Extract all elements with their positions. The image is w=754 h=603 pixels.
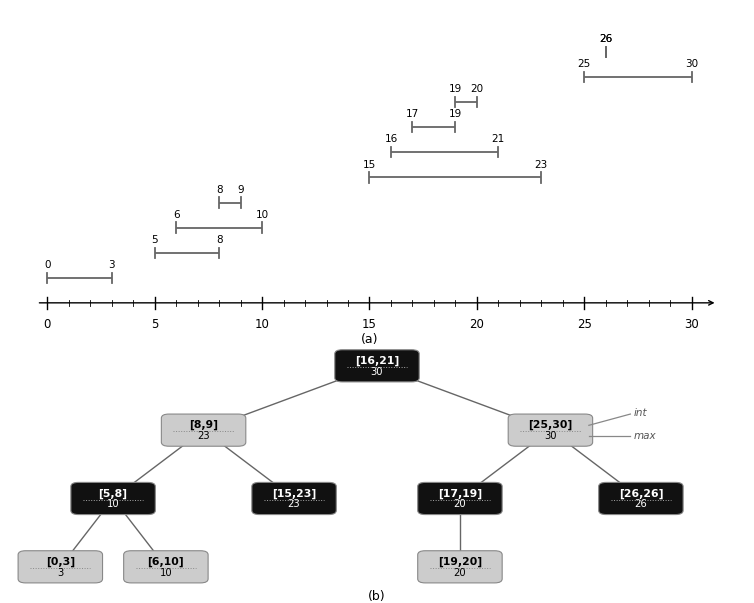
Text: 16: 16 (385, 134, 397, 145)
Text: [8,9]: [8,9] (189, 420, 218, 431)
Text: [15,23]: [15,23] (272, 488, 316, 499)
FancyBboxPatch shape (18, 551, 103, 583)
FancyBboxPatch shape (161, 414, 246, 446)
Text: 6: 6 (173, 210, 179, 219)
Text: 5: 5 (152, 235, 158, 245)
Text: 10: 10 (160, 567, 172, 578)
Text: 21: 21 (492, 134, 505, 145)
Text: 20: 20 (454, 567, 466, 578)
Text: [17,19]: [17,19] (438, 488, 482, 499)
Text: [25,30]: [25,30] (529, 420, 572, 431)
Text: (b): (b) (368, 590, 386, 603)
Text: 20: 20 (454, 499, 466, 510)
Text: 30: 30 (685, 59, 698, 69)
Text: 20: 20 (470, 84, 483, 94)
Text: 25: 25 (577, 318, 592, 331)
Text: 23: 23 (198, 431, 210, 441)
Text: 10: 10 (107, 499, 119, 510)
FancyBboxPatch shape (418, 482, 502, 514)
Text: 15: 15 (363, 160, 376, 169)
Text: 19: 19 (449, 84, 462, 94)
Text: [5,8]: [5,8] (99, 488, 127, 499)
FancyBboxPatch shape (508, 414, 593, 446)
FancyBboxPatch shape (71, 482, 155, 514)
FancyBboxPatch shape (418, 551, 502, 583)
Text: 19: 19 (449, 109, 462, 119)
Text: 3: 3 (109, 260, 115, 270)
Text: int: int (634, 408, 648, 418)
Text: [16,21]: [16,21] (355, 356, 399, 366)
Text: 8: 8 (216, 235, 222, 245)
Text: 0: 0 (44, 260, 51, 270)
Text: 0: 0 (44, 318, 51, 331)
Text: 23: 23 (288, 499, 300, 510)
FancyBboxPatch shape (252, 482, 336, 514)
Text: [6,10]: [6,10] (148, 557, 184, 567)
Text: 17: 17 (406, 109, 419, 119)
Text: max: max (634, 431, 657, 441)
Text: 8: 8 (216, 185, 222, 195)
Text: 25: 25 (578, 59, 591, 69)
FancyBboxPatch shape (335, 350, 419, 382)
Text: 20: 20 (470, 318, 484, 331)
Text: [0,3]: [0,3] (46, 557, 75, 567)
Text: [19,20]: [19,20] (438, 557, 482, 567)
Text: 26: 26 (599, 34, 612, 44)
Text: 9: 9 (238, 185, 244, 195)
Text: 26: 26 (599, 34, 612, 44)
Text: 30: 30 (544, 431, 556, 441)
Text: 3: 3 (57, 567, 63, 578)
Text: 5: 5 (151, 318, 158, 331)
Text: [26,26]: [26,26] (618, 488, 664, 499)
Text: 30: 30 (684, 318, 699, 331)
Text: 30: 30 (371, 367, 383, 377)
Text: 23: 23 (535, 160, 548, 169)
Text: 26: 26 (635, 499, 647, 510)
FancyBboxPatch shape (124, 551, 208, 583)
Text: 10: 10 (255, 318, 269, 331)
Text: 10: 10 (256, 210, 268, 219)
Text: (a): (a) (360, 333, 379, 346)
FancyBboxPatch shape (599, 482, 683, 514)
Text: 15: 15 (362, 318, 377, 331)
